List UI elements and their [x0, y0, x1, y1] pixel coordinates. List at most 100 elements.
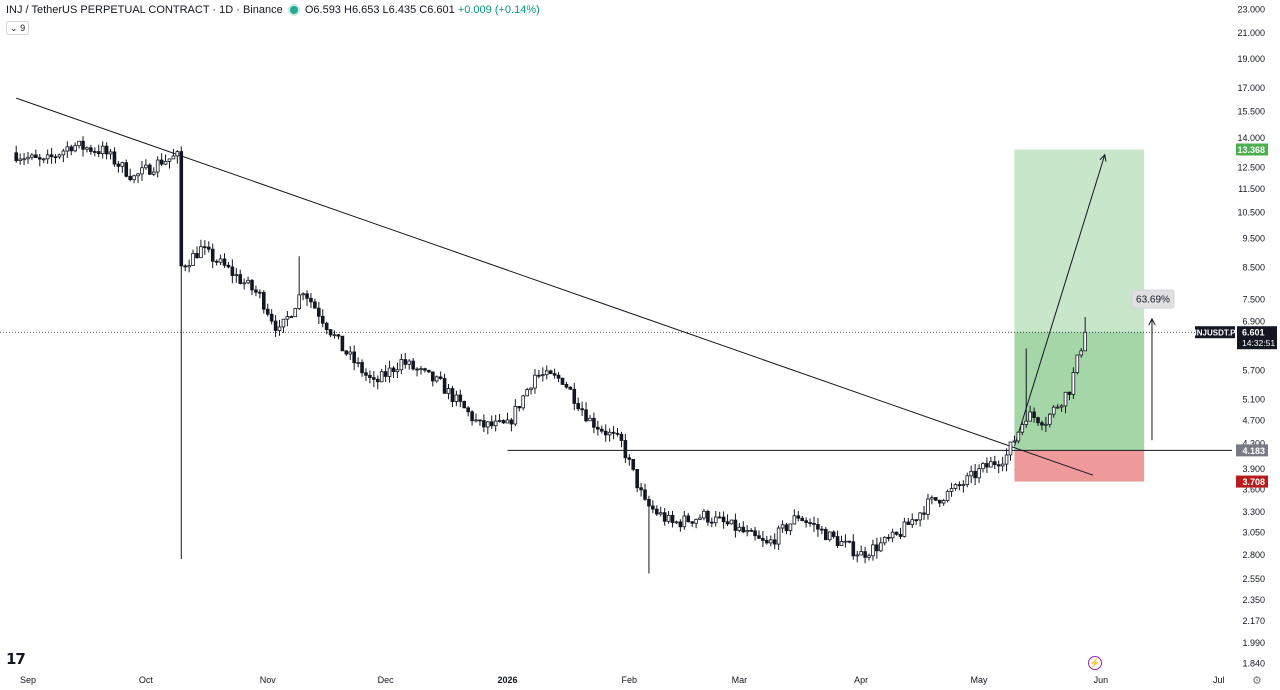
tradingview-logo-icon[interactable]: 17 [6, 650, 26, 668]
candle-body [615, 432, 620, 435]
candle-body [317, 307, 321, 317]
symbol-title[interactable]: INJ / TetherUS PERPETUAL CONTRACT · 1D ·… [6, 4, 283, 16]
candle-body [96, 151, 101, 154]
candle-body [741, 526, 746, 533]
candle-body [914, 519, 918, 522]
countdown-label: 14:32:51 [1242, 338, 1275, 348]
candle-body [768, 539, 773, 544]
price-tick-label: 10.500 [1237, 208, 1265, 218]
candle-body [187, 265, 191, 268]
candle-body [132, 175, 136, 181]
open-value: O6.593 [304, 4, 341, 16]
candle-body [73, 145, 77, 152]
candle-body [926, 498, 930, 515]
candle-body [407, 360, 412, 365]
candle-body [670, 514, 675, 523]
candle-body [120, 162, 125, 167]
price-tick-label: 1.990 [1242, 638, 1265, 648]
price-tick-label: 7.500 [1242, 295, 1265, 305]
candle-body [556, 374, 561, 379]
candle-body [706, 510, 710, 523]
indicators-toggle[interactable]: ⌄ 9 [6, 21, 30, 35]
market-status-icon [289, 6, 298, 15]
candle-body [985, 463, 989, 468]
candle-body [584, 409, 588, 422]
candle-body [93, 151, 97, 153]
candle-body [749, 529, 753, 532]
candle-body [580, 408, 584, 411]
candle-body [635, 468, 639, 489]
candle-body [945, 491, 950, 501]
candle-body [206, 246, 211, 250]
candle-body [454, 394, 459, 402]
target-zone-filled [1014, 332, 1145, 451]
candle-body [230, 266, 235, 276]
candle-body [647, 498, 651, 507]
candle-body [533, 374, 537, 389]
entry-price-badge-bg [1236, 444, 1268, 457]
candle-body [246, 279, 250, 284]
candle-body [297, 294, 301, 309]
candle-body [599, 428, 604, 432]
candle-body [521, 395, 525, 409]
candle-body [340, 335, 345, 352]
candle-body [462, 401, 467, 409]
candle-body [466, 407, 470, 413]
candle-body [85, 147, 89, 150]
candle-body [387, 367, 392, 377]
candle-body [41, 158, 46, 161]
candle-body [49, 154, 54, 158]
candle-body [1063, 391, 1068, 407]
candle-body [603, 430, 608, 436]
candle-body [34, 154, 38, 159]
candle-body [1024, 420, 1029, 425]
indicator-count: 9 [20, 23, 26, 33]
time-axis: Sep Oct Nov Dec 2026 Feb Mar Apr May Jun Jul [20, 675, 1225, 685]
move-arrow-head [1148, 317, 1156, 326]
candle-body [623, 440, 628, 459]
candle-body [250, 279, 254, 291]
candle-body [761, 538, 765, 541]
candle-body [258, 291, 262, 294]
projection-arrow-head [1099, 153, 1107, 162]
gear-icon[interactable]: ⚙ [1252, 675, 1262, 687]
projection-arrow [1013, 154, 1106, 447]
candle-body [364, 372, 368, 376]
candle-body [1040, 422, 1044, 426]
candle-body [953, 484, 958, 489]
candle-body [203, 246, 207, 249]
move-label-box [1131, 289, 1175, 309]
time-tick-label: Sep [20, 675, 36, 685]
symbol-badge-bg [1195, 326, 1235, 339]
candle-body [501, 420, 506, 424]
price-tick-label: 2.550 [1242, 574, 1265, 584]
candle-body [77, 140, 81, 147]
flash-icon[interactable]: ⚡ [1088, 656, 1102, 670]
candle-body [611, 431, 616, 434]
candle-body [1028, 411, 1032, 422]
candle-body [1016, 431, 1021, 442]
time-tick-label: Dec [378, 675, 395, 685]
candle-body [478, 419, 482, 422]
candle-body [336, 334, 341, 337]
price-tick-label: 9.500 [1242, 233, 1265, 243]
time-tick-label: Nov [260, 675, 277, 685]
candle-body [22, 158, 26, 161]
candle-body [690, 521, 694, 524]
candle-body [674, 521, 679, 524]
candle-body [596, 426, 600, 430]
candle-body [222, 258, 227, 266]
candle-body [572, 388, 577, 404]
candle-body [191, 252, 195, 266]
candle-body [702, 510, 706, 519]
candle-body [57, 154, 62, 158]
downtrend-line [16, 97, 1094, 476]
candle-body [808, 522, 812, 524]
candle-body [179, 151, 184, 267]
candle-body [151, 171, 156, 175]
time-tick-label: Oct [139, 675, 154, 685]
candle-body [973, 470, 977, 479]
candle-body [1079, 350, 1084, 356]
